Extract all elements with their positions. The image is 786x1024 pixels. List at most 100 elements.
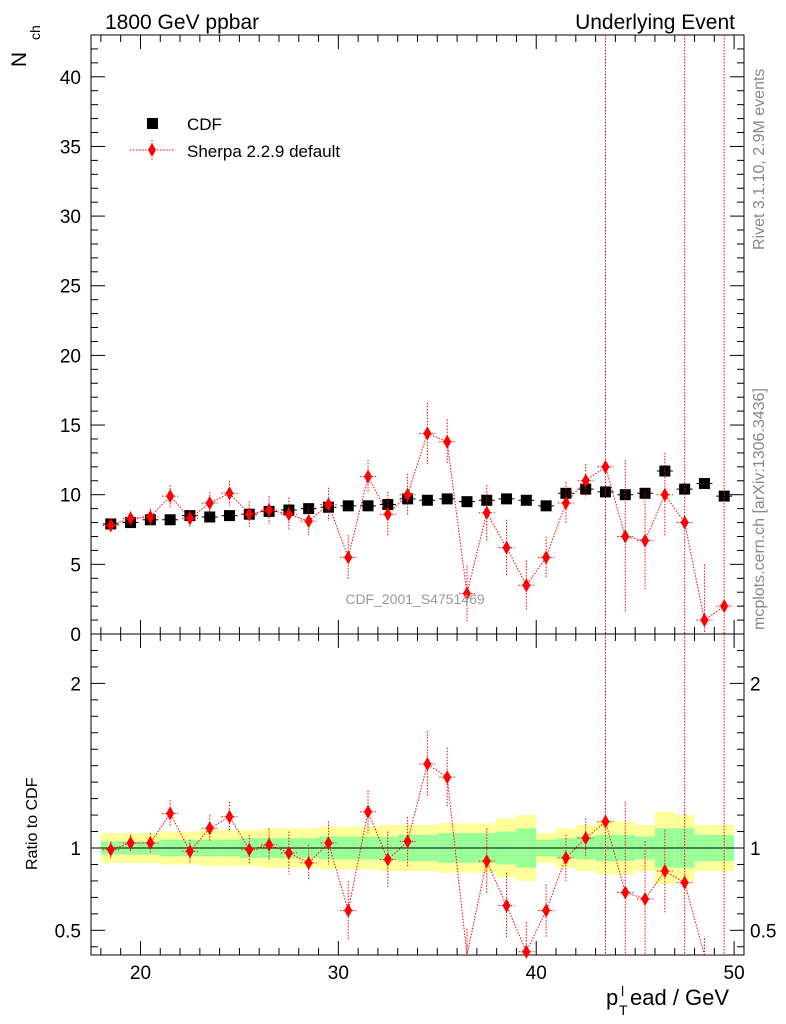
sherpa-point xyxy=(166,489,175,504)
x-tick-label: 30 xyxy=(328,963,349,984)
rivet-side-label: Rivet 3.1.10, 2.9M events xyxy=(751,69,768,250)
x-axis-label-sup: l xyxy=(621,983,624,999)
main-y-tick-label: 10 xyxy=(60,486,81,507)
cdf-point xyxy=(164,514,176,526)
sherpa-point xyxy=(443,434,452,449)
sherpa-point xyxy=(641,533,650,548)
ratio-sherpa-point xyxy=(364,804,373,819)
sherpa-point xyxy=(621,529,630,544)
ratio-sherpa-point xyxy=(166,806,175,821)
ratio-sherpa-point xyxy=(561,850,570,865)
cdf-point xyxy=(619,489,631,501)
ratio-sherpa-point xyxy=(126,836,135,851)
legend-cdf-label: CDF xyxy=(187,115,222,134)
sherpa-line xyxy=(110,432,725,621)
sherpa-point xyxy=(700,613,709,628)
ratio-sherpa-point xyxy=(482,854,491,869)
ratio-y-tick-label-right: 1 xyxy=(750,839,761,860)
main-y-tick-label: 15 xyxy=(60,416,81,437)
legend-sherpa-label: Sherpa 2.2.9 default xyxy=(187,142,340,161)
sherpa-point xyxy=(720,599,729,614)
x-axis-label-p: p xyxy=(606,985,618,1010)
ratio-sherpa-point xyxy=(680,875,689,890)
main-y-tick-label: 35 xyxy=(60,137,81,158)
ratio-sherpa-point xyxy=(225,809,234,824)
ratio-sherpa-point xyxy=(324,836,333,851)
sherpa-point xyxy=(304,514,313,529)
ratio-sherpa-point xyxy=(106,842,115,857)
ratio-sherpa-point xyxy=(660,864,669,879)
sherpa-point xyxy=(660,487,669,502)
cdf-point xyxy=(461,496,473,508)
ratio-sherpa-line xyxy=(110,763,725,955)
ratio-y-axis-label: Ratio to CDF xyxy=(24,777,41,870)
sherpa-point xyxy=(126,511,135,526)
x-tick-label: 50 xyxy=(724,963,745,984)
ratio-sherpa-point xyxy=(383,852,392,867)
watermark-label: CDF_2001_S4751469 xyxy=(345,591,485,607)
ratio-sherpa-point xyxy=(185,844,194,859)
sherpa-point xyxy=(106,518,115,533)
ratio-y-tick-label-right: 0.5 xyxy=(750,921,776,942)
sherpa-point xyxy=(225,486,234,501)
cdf-point xyxy=(698,478,710,490)
sherpa-point xyxy=(403,487,412,502)
ratio-sherpa-point xyxy=(601,814,610,829)
ratio-sherpa-point xyxy=(146,836,155,851)
legend: CDF Sherpa 2.2.9 default xyxy=(130,115,340,161)
sherpa-point xyxy=(680,515,689,530)
x-axis-label-sub: T xyxy=(619,1002,628,1018)
sherpa-point xyxy=(581,473,590,488)
x-tick-label: 40 xyxy=(526,963,547,984)
cdf-point xyxy=(421,494,433,506)
ratio-y-tick-label: 0.5 xyxy=(55,921,81,942)
main-y-tick-label: 25 xyxy=(60,277,81,298)
sherpa-point xyxy=(344,550,353,565)
ratio-sherpa-point xyxy=(304,855,313,870)
ratio-sherpa-point xyxy=(344,903,353,918)
sherpa-point xyxy=(146,509,155,524)
main-y-tick-label: 40 xyxy=(60,68,81,89)
main-y-axis-label: N ch xyxy=(8,25,43,67)
main-y-tick-label: 5 xyxy=(70,555,81,576)
ratio-sherpa-point xyxy=(265,837,274,852)
sherpa-point xyxy=(423,426,432,441)
main-y-tick-label: 30 xyxy=(60,207,81,228)
header-left: 1800 GeV ppbar xyxy=(105,11,259,34)
x-tick-label: 20 xyxy=(130,963,151,984)
ratio-sherpa-point xyxy=(542,903,551,918)
main-y-axis-label-sub: ch xyxy=(27,25,43,40)
cdf-point xyxy=(441,493,453,505)
cdf-point xyxy=(501,493,513,505)
legend-sherpa-marker xyxy=(148,143,156,157)
sherpa-point xyxy=(383,507,392,522)
ratio-y-tick-label: 1 xyxy=(70,839,81,860)
sherpa-point xyxy=(601,459,610,474)
cdf-point xyxy=(362,500,374,512)
sherpa-point xyxy=(561,496,570,511)
main-y-tick-label: 20 xyxy=(60,346,81,367)
sherpa-point xyxy=(205,496,214,511)
ratio-sherpa-point xyxy=(403,834,412,849)
ratio-y-tick-label-right: 2 xyxy=(750,674,761,695)
main-panel: 0 5 10 15 20 25 30 35 40 xyxy=(60,34,745,646)
ratio-panel: 20 30 40 500.5 0.51 12 2 xyxy=(55,633,776,984)
sherpa-point xyxy=(324,497,333,512)
ratio-sherpa-point xyxy=(245,842,254,857)
ratio-sherpa-point xyxy=(581,831,590,846)
x-axis-label: p T l ead / GeV xyxy=(606,983,729,1018)
main-y-tick-label: 0 xyxy=(70,625,81,646)
cdf-point xyxy=(520,494,532,506)
mcplots-side-label: mcplots.cern.ch [arXiv:1306.3436] xyxy=(751,388,768,630)
sherpa-point xyxy=(462,586,471,601)
main-y-axis-label-main: N xyxy=(8,52,31,67)
sherpa-point xyxy=(185,511,194,526)
cdf-point xyxy=(540,500,552,512)
legend-cdf-marker xyxy=(147,118,158,129)
cdf-point xyxy=(224,510,236,522)
ratio-sherpa-point xyxy=(641,892,650,907)
header-right: Underlying Event xyxy=(575,11,735,34)
x-axis-label-rest: ead / GeV xyxy=(630,985,729,1010)
ratio-y-tick-label: 2 xyxy=(70,674,81,695)
